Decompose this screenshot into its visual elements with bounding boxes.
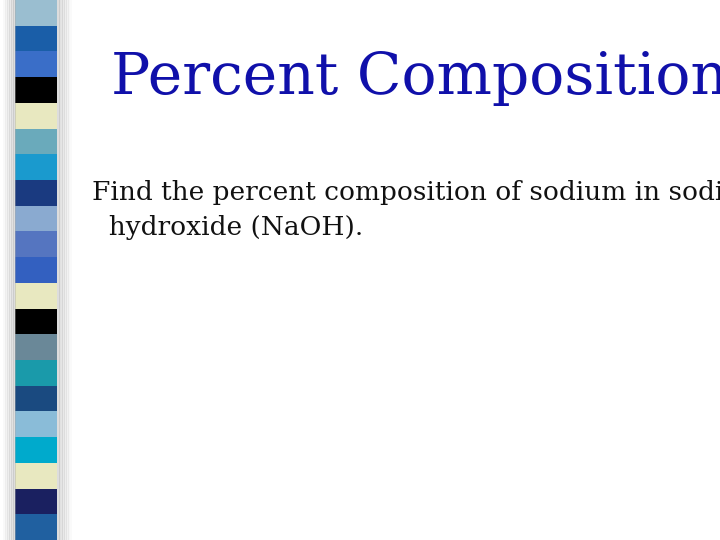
Bar xyxy=(15,77,57,103)
Bar xyxy=(70,0,72,540)
Text: Percent Composition: Percent Composition xyxy=(112,50,720,106)
Bar xyxy=(15,489,57,514)
Bar xyxy=(15,411,57,437)
Bar xyxy=(9,0,12,540)
Bar xyxy=(15,103,57,129)
Bar xyxy=(15,437,57,463)
Bar xyxy=(15,232,57,257)
Bar xyxy=(15,308,57,334)
Text: Find the percent composition of sodium in sodium: Find the percent composition of sodium i… xyxy=(92,180,720,205)
Text: hydroxide (NaOH).: hydroxide (NaOH). xyxy=(92,215,364,240)
Bar xyxy=(15,129,57,154)
Bar xyxy=(15,386,57,411)
Bar xyxy=(66,0,68,540)
Bar xyxy=(15,283,57,308)
Bar xyxy=(63,0,65,540)
Bar xyxy=(15,180,57,206)
Bar xyxy=(15,463,57,489)
Bar xyxy=(15,26,57,51)
Bar xyxy=(57,0,60,540)
Bar xyxy=(64,0,67,540)
Bar xyxy=(7,0,9,540)
Bar xyxy=(15,514,57,540)
Bar xyxy=(60,0,63,540)
Bar xyxy=(5,0,7,540)
Bar xyxy=(11,0,14,540)
Bar xyxy=(3,0,6,540)
Bar xyxy=(15,206,57,232)
Bar xyxy=(15,0,57,26)
Bar xyxy=(13,0,16,540)
Bar xyxy=(15,154,57,180)
Bar xyxy=(15,257,57,283)
Bar xyxy=(68,0,71,540)
Bar xyxy=(59,0,61,540)
Bar xyxy=(15,360,57,386)
Bar xyxy=(15,51,57,77)
Bar xyxy=(15,334,57,360)
